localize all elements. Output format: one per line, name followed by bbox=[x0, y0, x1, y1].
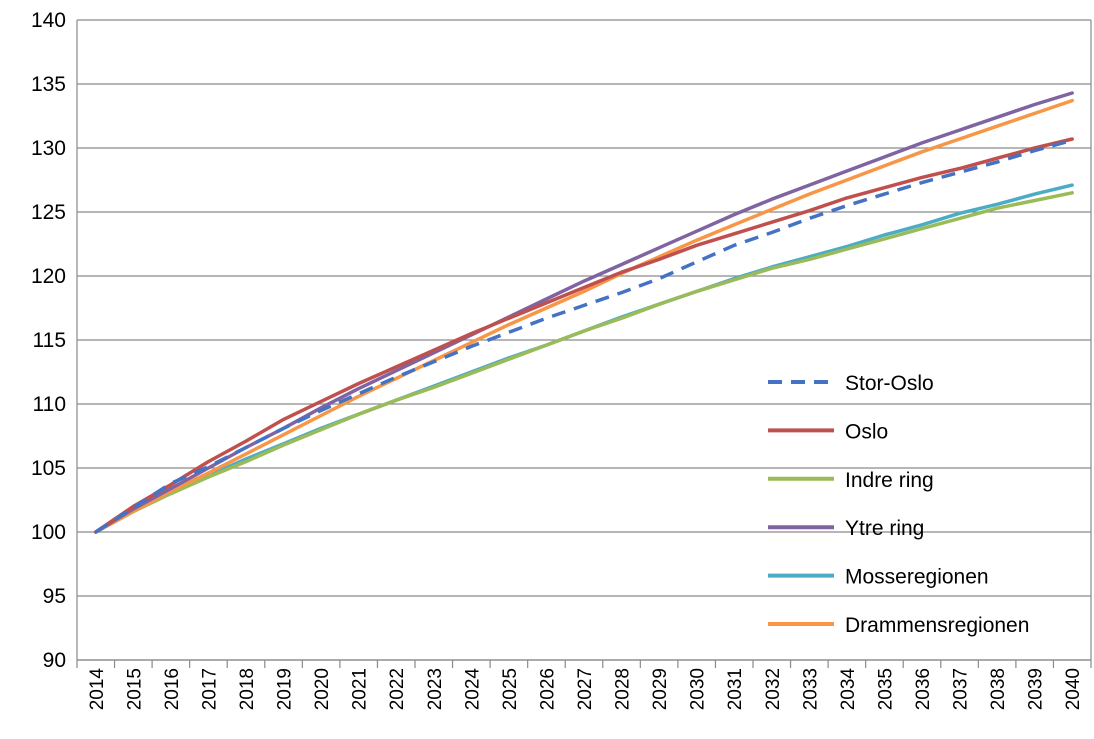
x-tick-label: 2030 bbox=[688, 668, 709, 710]
series-line-drammensregionen bbox=[94, 98, 1074, 534]
y-tick-label: 95 bbox=[43, 585, 66, 608]
x-tick-label: 2037 bbox=[951, 668, 972, 710]
x-tick-label: 2021 bbox=[350, 668, 371, 710]
legend-label-drammensregionen: Drammensregionen bbox=[845, 614, 1029, 637]
x-tick-label: 2040 bbox=[1063, 668, 1084, 710]
x-tick-label: 2019 bbox=[275, 668, 296, 710]
series-line-stor-oslo bbox=[94, 138, 1073, 534]
y-tick-label: 120 bbox=[31, 265, 66, 288]
series-line-indre-ring bbox=[94, 191, 1074, 534]
legend-label-indre-ring: Indre ring bbox=[845, 469, 934, 492]
x-tick-label: 2034 bbox=[838, 668, 859, 711]
legend-label-oslo: Oslo bbox=[845, 420, 888, 443]
y-tick-label: 105 bbox=[31, 457, 66, 480]
x-tick-label: 2033 bbox=[800, 668, 821, 710]
legend-label-stor-oslo: Stor-Oslo bbox=[845, 372, 934, 395]
x-tick-label: 2035 bbox=[875, 668, 896, 710]
x-tick-label: 2022 bbox=[387, 668, 408, 710]
x-tick-label: 2014 bbox=[87, 668, 108, 711]
x-tick-label: 2023 bbox=[425, 668, 446, 710]
legend-label-ytre-ring: Ytre ring bbox=[845, 517, 924, 540]
y-tick-label: 140 bbox=[31, 9, 66, 32]
y-tick-label: 130 bbox=[31, 137, 66, 160]
x-tick-label: 2016 bbox=[162, 668, 183, 710]
y-tick-label: 90 bbox=[43, 649, 66, 672]
y-tick-label: 125 bbox=[31, 201, 66, 224]
x-tick-label: 2039 bbox=[1026, 668, 1047, 710]
x-tick-label: 2026 bbox=[537, 668, 558, 710]
y-tick-label: 115 bbox=[33, 329, 66, 352]
x-tick-label: 2017 bbox=[199, 668, 220, 710]
x-tick-label: 2036 bbox=[913, 668, 934, 710]
series-line-oslo bbox=[94, 137, 1074, 534]
x-tick-label: 2031 bbox=[725, 668, 746, 710]
x-tick-label: 2024 bbox=[462, 668, 483, 711]
x-tick-label: 2038 bbox=[988, 668, 1009, 710]
x-tick-label: 2032 bbox=[763, 668, 784, 710]
x-tick-label: 2029 bbox=[650, 668, 671, 710]
x-tick-label: 2028 bbox=[613, 668, 634, 710]
x-tick-label: 2018 bbox=[237, 668, 258, 710]
y-tick-label: 100 bbox=[31, 521, 66, 544]
y-tick-label: 135 bbox=[31, 73, 66, 96]
y-tick-label: 110 bbox=[33, 393, 66, 416]
x-tick-label: 2025 bbox=[500, 668, 521, 710]
legend-label-mosseregionen: Mosseregionen bbox=[845, 566, 989, 589]
x-tick-label: 2027 bbox=[575, 668, 596, 710]
series-line-ytre-ring bbox=[94, 91, 1074, 534]
x-tick-label: 2015 bbox=[124, 668, 145, 710]
x-tick-label: 2020 bbox=[312, 668, 333, 710]
